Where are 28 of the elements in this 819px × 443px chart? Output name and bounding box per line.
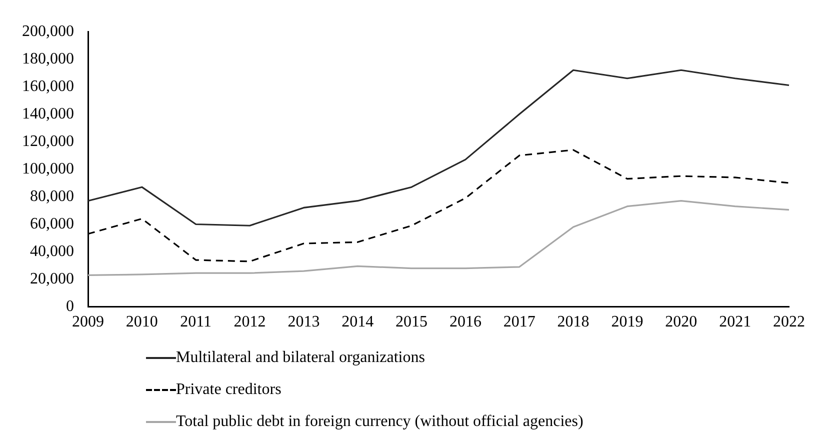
y-tick-label: 140,000 xyxy=(22,105,74,122)
y-tick-label: 160,000 xyxy=(22,78,74,95)
x-tick-label: 2017 xyxy=(503,314,536,331)
y-tick-label: 200,000 xyxy=(22,22,74,40)
legend-label: Private creditors xyxy=(176,381,282,399)
x-tick-label: 2018 xyxy=(557,314,590,331)
y-tick-label: 100,000 xyxy=(22,160,74,178)
x-tick-label: 2022 xyxy=(773,314,805,331)
x-tick-label: 2021 xyxy=(719,314,752,331)
x-tick-label: 2009 xyxy=(72,314,104,331)
x-tick-label: 2015 xyxy=(396,314,428,331)
y-tick-label: 80,000 xyxy=(30,188,74,205)
x-tick-label: 2019 xyxy=(611,314,644,331)
y-tick-label: 120,000 xyxy=(22,132,74,150)
x-tick-label: 2016 xyxy=(449,314,482,331)
x-tick-label: 2020 xyxy=(665,314,698,331)
x-tick-label: 2010 xyxy=(126,314,158,331)
y-tick-label: 60,000 xyxy=(30,215,74,232)
x-tick-label: 2014 xyxy=(342,314,374,331)
y-tick-label: 180,000 xyxy=(22,50,74,68)
x-tick-label: 2013 xyxy=(288,314,320,331)
y-tick-label: 40,000 xyxy=(30,242,74,260)
legend-label: Multilateral and bilateral organizations xyxy=(176,349,425,367)
y-tick-label: 0 xyxy=(66,298,74,316)
x-tick-label: 2011 xyxy=(180,314,212,331)
y-tick-label: 20,000 xyxy=(30,270,74,288)
legend-label: Total public debt in foreign currency (without official agencies) xyxy=(176,413,584,431)
x-tick-label: 2012 xyxy=(234,314,266,331)
